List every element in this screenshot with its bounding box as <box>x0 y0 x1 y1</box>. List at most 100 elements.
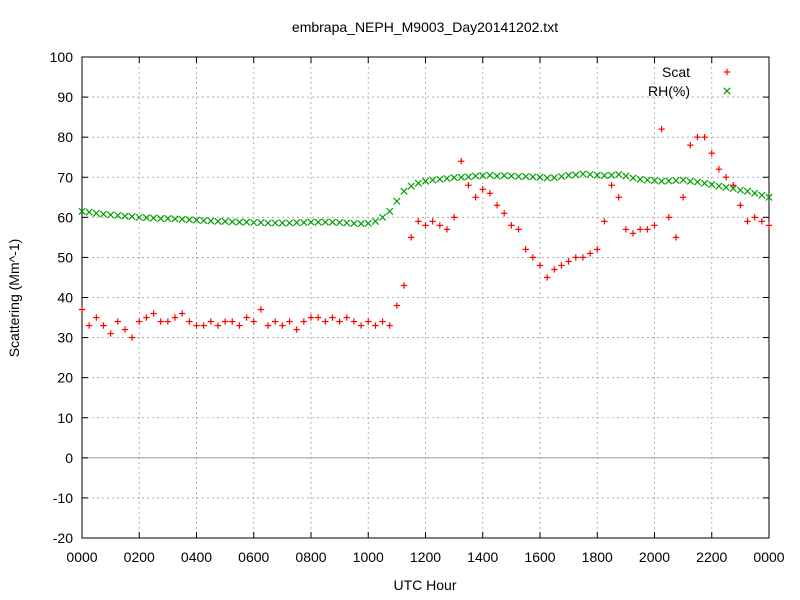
y-tick-label: 70 <box>57 169 73 185</box>
rh-point <box>200 216 208 225</box>
rh-point <box>565 171 573 179</box>
y-tick-label: 60 <box>57 209 73 225</box>
scat-point <box>579 254 587 261</box>
rh-point <box>321 218 329 226</box>
rh-point <box>629 174 637 182</box>
rh-point <box>765 193 773 201</box>
scat-point <box>365 318 372 325</box>
y-axis-ticks: -20 -10 0 10 20 30 40 50 60 70 80 90 100 <box>50 49 769 546</box>
rh-point <box>658 177 666 185</box>
scat-point <box>522 246 529 253</box>
rh-point <box>328 218 337 226</box>
x-axis-ticks: 0000 0200 0400 0600 0800 1000 1200 1400 1600 1800… <box>66 57 785 565</box>
scat-point <box>672 234 680 241</box>
rh-point <box>121 212 129 220</box>
legend: Scat RH(%) <box>648 64 731 99</box>
scat-point <box>379 318 386 325</box>
rh-point <box>536 173 544 181</box>
chart-title: embrapa_NEPH_M9003_Day20141202.txt <box>292 19 558 35</box>
scat-point <box>601 218 608 225</box>
x-tick-label: 1600 <box>524 549 555 565</box>
scat-point <box>415 218 422 225</box>
rh-point <box>700 179 709 187</box>
rh-point <box>178 215 186 223</box>
rh-point <box>278 219 286 227</box>
rh-point <box>486 171 494 179</box>
scat-point <box>236 322 243 329</box>
series-scat <box>78 125 773 341</box>
scat-point <box>178 310 186 317</box>
scat-point <box>501 210 508 217</box>
scat-point <box>200 322 207 329</box>
rh-point <box>615 170 623 179</box>
scat-point <box>443 226 451 233</box>
scat-point <box>429 218 436 225</box>
rh-point <box>293 218 301 227</box>
rh-point <box>457 173 465 181</box>
scat-point <box>264 322 272 329</box>
scat-point <box>737 202 744 209</box>
x-tick-label: 2200 <box>696 549 727 565</box>
scat-point <box>386 322 393 329</box>
scat-point <box>515 226 522 233</box>
scat-point <box>708 150 715 157</box>
rh-point <box>758 191 766 199</box>
scat-point <box>465 182 472 189</box>
scat-point <box>701 133 708 141</box>
y-tick-label: 100 <box>50 49 74 65</box>
scat-point <box>214 322 222 329</box>
rh-point <box>99 210 108 218</box>
rh-point <box>386 207 394 215</box>
rh-point <box>414 179 422 187</box>
rh-point <box>464 173 473 181</box>
rh-point <box>164 214 172 223</box>
y-tick-label: -10 <box>53 490 73 506</box>
legend-label-rh: RH(%) <box>648 83 690 99</box>
rh-point <box>228 218 236 226</box>
x-tick-label: 1000 <box>353 549 384 565</box>
scat-point <box>665 214 673 221</box>
series-rh <box>78 170 773 228</box>
rh-point <box>314 218 322 226</box>
scat-point <box>572 254 579 261</box>
scat-point <box>121 326 129 333</box>
rh-point <box>543 174 551 182</box>
rh-point <box>192 216 201 224</box>
x-tick-label: 0200 <box>124 549 155 565</box>
rh-point <box>708 180 716 189</box>
scat-point <box>193 322 200 329</box>
scat-point <box>93 314 100 321</box>
scat-point <box>458 158 465 165</box>
scat-point <box>543 274 551 281</box>
rh-point <box>271 219 279 227</box>
scat-point <box>551 266 558 273</box>
scat-point <box>479 186 486 193</box>
rh-point <box>235 218 244 226</box>
rh-point <box>429 176 437 184</box>
scat-point <box>472 194 479 201</box>
y-tick-label: 50 <box>57 249 73 265</box>
scat-point <box>250 318 257 325</box>
rh-point <box>450 174 458 182</box>
x-tick-label: 1400 <box>467 549 498 565</box>
scat-point <box>107 330 114 337</box>
rh-point <box>522 172 530 181</box>
rh-point <box>135 213 143 221</box>
scat-point <box>486 190 494 197</box>
scat-point <box>679 194 687 201</box>
rh-point <box>400 187 408 195</box>
rh-point <box>622 172 630 180</box>
rh-point <box>78 207 86 215</box>
scat-point <box>85 322 93 329</box>
x-tick-label: 0000 <box>66 549 97 565</box>
rh-point <box>157 214 165 223</box>
scat-point <box>651 222 658 229</box>
scat-point <box>322 318 329 325</box>
rh-point <box>557 172 566 181</box>
rh-point <box>679 176 687 184</box>
x-axis-label: UTC Hour <box>393 577 456 593</box>
rh-point <box>149 214 158 222</box>
legend-marker-scat-glyph <box>723 68 731 76</box>
rh-point <box>114 211 122 219</box>
